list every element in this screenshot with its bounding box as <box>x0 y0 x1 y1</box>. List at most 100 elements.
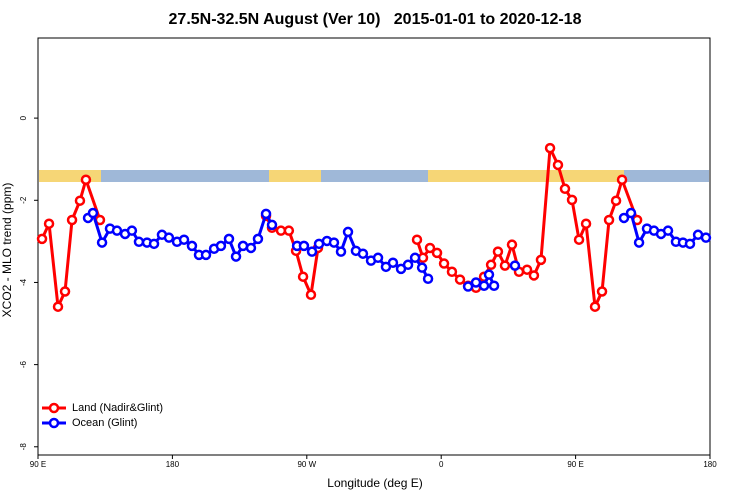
legend-label: Ocean (Glint) <box>72 417 137 429</box>
data-point <box>409 252 421 264</box>
y-tick-label: -4 <box>19 278 28 286</box>
data-point <box>596 286 608 297</box>
y-tick-label: -2 <box>19 196 28 204</box>
data-point <box>422 273 434 285</box>
x-tick-label: 90 E <box>567 460 583 469</box>
data-point <box>74 195 86 206</box>
data-point <box>223 233 235 245</box>
legend-marker <box>48 402 60 414</box>
data-point <box>80 174 92 185</box>
data-point <box>509 260 521 271</box>
data-point <box>580 218 592 229</box>
data-point <box>625 207 637 219</box>
y-axis-label: XCO2 - MLO trend (ppm) <box>0 183 14 318</box>
legend-marker <box>48 417 60 429</box>
x-axis-label: Longitude (deg E) <box>327 476 422 490</box>
ocean-strip <box>321 170 428 182</box>
data-point <box>521 264 533 275</box>
data-point <box>483 269 495 280</box>
data-point <box>36 233 48 245</box>
data-point <box>411 234 423 245</box>
data-point <box>700 232 712 243</box>
x-tick-label: 180 <box>703 460 717 469</box>
data-point <box>544 142 556 154</box>
data-point <box>52 301 64 312</box>
y-tick-label: -6 <box>19 361 28 369</box>
data-point <box>357 248 369 259</box>
data-point <box>662 225 674 236</box>
data-point <box>470 277 482 288</box>
data-point <box>283 225 295 236</box>
data-point <box>297 271 309 282</box>
data-point <box>603 214 615 226</box>
data-point <box>616 174 628 185</box>
ocean-strip <box>624 170 709 182</box>
ocean-strip <box>101 170 269 182</box>
data-point <box>416 262 428 273</box>
data-point <box>96 237 108 248</box>
data-point <box>178 234 190 245</box>
land-strip <box>269 170 321 182</box>
plot-frame <box>37 37 711 456</box>
data-point <box>387 257 399 268</box>
data-point <box>506 239 518 250</box>
data-point <box>488 280 500 291</box>
data-point <box>230 251 242 262</box>
data-point <box>559 183 571 195</box>
data-point <box>372 252 384 264</box>
y-tick-label: -8 <box>19 443 28 451</box>
data-point <box>260 208 272 220</box>
data-point <box>633 237 645 248</box>
data-point <box>424 242 436 254</box>
data-point <box>462 281 474 292</box>
data-point <box>528 270 540 281</box>
data-point <box>454 274 466 285</box>
data-point <box>87 207 99 219</box>
data-point <box>298 240 310 252</box>
data-point <box>252 233 264 245</box>
data-point <box>328 237 340 248</box>
data-point <box>59 286 71 297</box>
data-point <box>126 225 138 236</box>
x-tick-label: 90 W <box>297 460 316 469</box>
x-tick-label: 180 <box>166 460 180 469</box>
data-point <box>618 212 630 224</box>
data-point <box>552 159 564 171</box>
data-point <box>610 195 622 206</box>
chart-title: 27.5N-32.5N August (Ver 10) 2015-01-01 t… <box>169 11 582 28</box>
data-point <box>684 238 696 250</box>
data-point <box>499 260 511 271</box>
data-point <box>306 246 318 257</box>
y-tick-label: 0 <box>19 115 28 120</box>
data-point <box>111 225 123 236</box>
data-point <box>133 236 145 248</box>
data-point <box>566 194 578 206</box>
data-point <box>215 240 227 252</box>
data-point <box>305 289 317 301</box>
legend-label: Land (Nadir&Glint) <box>72 402 163 414</box>
data-point <box>245 242 257 254</box>
data-point <box>266 219 278 231</box>
data-point <box>66 214 78 226</box>
data-point <box>535 254 547 266</box>
data-point <box>342 226 354 238</box>
map-strip <box>39 170 709 182</box>
data-point <box>589 301 601 312</box>
data-point <box>43 218 55 229</box>
data-point <box>446 266 458 278</box>
data-point <box>492 246 504 257</box>
data-point <box>200 249 212 261</box>
land-strip <box>39 170 101 182</box>
data-point <box>163 232 175 243</box>
land-strip <box>428 170 624 182</box>
x-tick-label: 90 E <box>30 460 46 469</box>
data-point <box>148 238 160 250</box>
x-tick-label: 0 <box>439 460 444 469</box>
data-point <box>335 246 347 257</box>
data-point <box>485 259 497 271</box>
data-point <box>431 247 443 259</box>
data-point <box>186 240 198 252</box>
data-point <box>438 258 450 269</box>
